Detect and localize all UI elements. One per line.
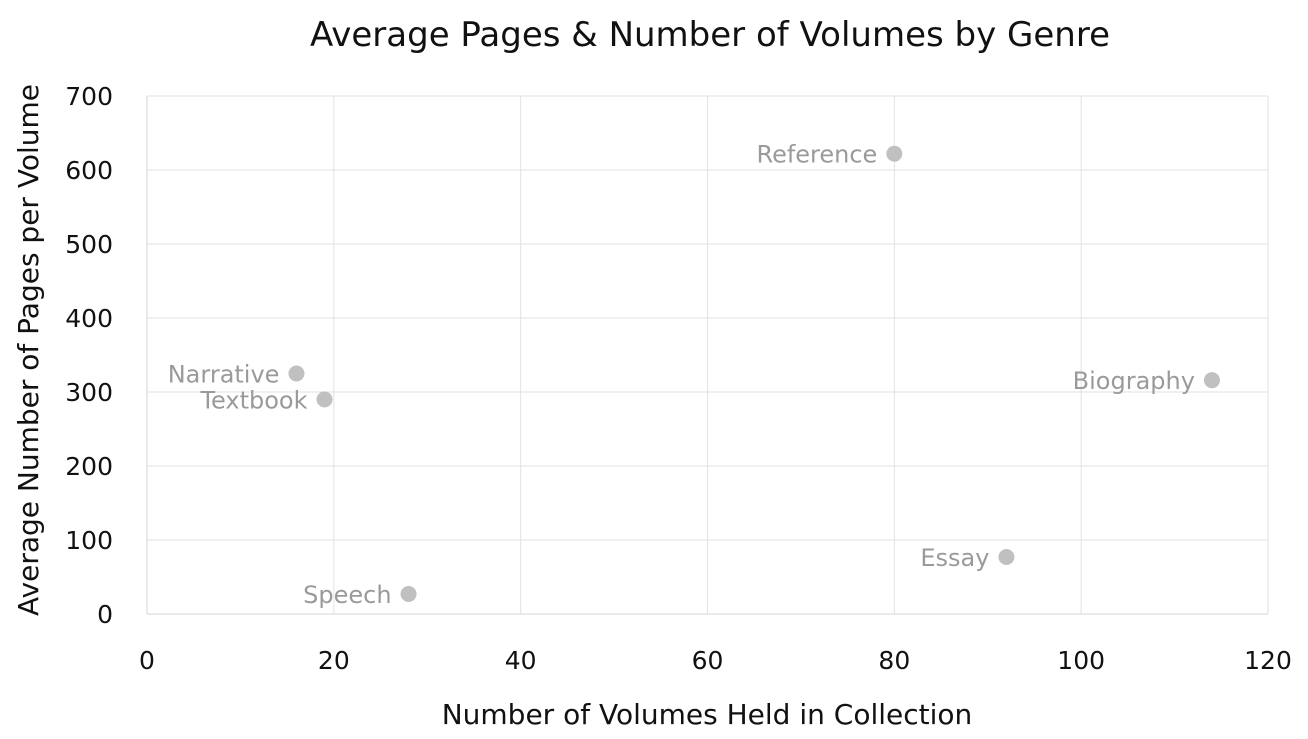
x-axis-ticks: 0 20 40 60 80 100 120 xyxy=(139,646,1292,675)
data-point-reference xyxy=(886,145,903,162)
x-tick-label: 0 xyxy=(139,646,155,675)
data-label-narrative: Narrative xyxy=(168,361,280,389)
y-tick-label: 100 xyxy=(65,526,113,555)
data-label-speech: Speech xyxy=(303,581,391,609)
x-tick-label: 80 xyxy=(878,646,910,675)
y-tick-label: 200 xyxy=(65,452,113,481)
x-tick-label: 60 xyxy=(692,646,724,675)
data-label-essay: Essay xyxy=(920,544,989,572)
data-point-speech xyxy=(400,586,417,603)
data-label-biography: Biography xyxy=(1073,367,1195,395)
y-axis-title: Average Number of Pages per Volume xyxy=(12,84,45,616)
data-label-textbook: Textbook xyxy=(199,386,307,414)
y-tick-label: 600 xyxy=(65,156,113,185)
y-tick-label: 300 xyxy=(65,378,113,407)
data-point-biography xyxy=(1203,372,1220,389)
data-point-narrative xyxy=(288,365,305,382)
x-tick-label: 40 xyxy=(505,646,537,675)
y-tick-label: 400 xyxy=(65,304,113,333)
data-points xyxy=(288,145,1220,603)
data-point-essay xyxy=(998,549,1015,566)
grid-lines xyxy=(146,95,1269,615)
y-tick-label: 0 xyxy=(97,600,113,629)
y-axis-ticks: 0 100 200 300 400 500 600 700 xyxy=(65,82,113,629)
data-label-reference: Reference xyxy=(756,141,877,169)
x-tick-label: 100 xyxy=(1057,646,1105,675)
x-tick-label: 20 xyxy=(318,646,350,675)
chart-title: Average Pages & Number of Volumes by Gen… xyxy=(310,15,1110,55)
y-tick-label: 700 xyxy=(65,82,113,111)
x-axis-title: Number of Volumes Held in Collection xyxy=(442,698,973,731)
data-point-textbook xyxy=(316,391,333,408)
y-tick-label: 500 xyxy=(65,230,113,259)
x-tick-label: 120 xyxy=(1244,646,1292,675)
